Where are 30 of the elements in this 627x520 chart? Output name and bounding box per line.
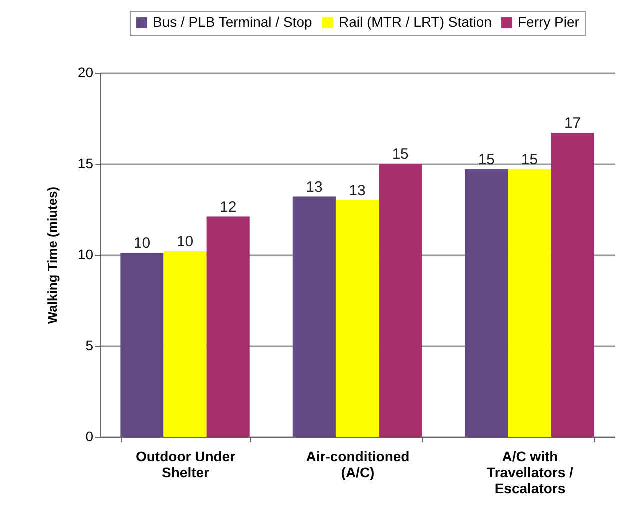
bar <box>120 253 164 437</box>
y-axis-title: Walking Time (miutes) <box>44 186 60 324</box>
bar <box>206 216 250 437</box>
data-label: 13 <box>349 182 366 200</box>
data-label: 17 <box>564 115 582 132</box>
x-tick-label: A/C with Travellators / Escalators <box>487 448 574 496</box>
bar <box>164 251 207 437</box>
bar <box>379 164 422 437</box>
data-label: 15 <box>392 146 409 163</box>
legend-label: Bus / PLB Terminal / Stop <box>153 14 312 30</box>
bar <box>465 169 508 437</box>
y-tick-label: 0 <box>86 428 94 444</box>
y-tick-label: 5 <box>86 338 94 354</box>
data-label: 13 <box>306 178 323 196</box>
data-label: 12 <box>220 198 237 216</box>
y-tick-label: 10 <box>78 246 94 262</box>
y-tick-label: 15 <box>78 156 94 172</box>
bar <box>336 200 380 437</box>
y-tick-label: 20 <box>78 64 94 80</box>
data-label: 15 <box>478 151 496 168</box>
bar <box>551 133 594 437</box>
legend-label: Ferry Pier <box>518 14 580 30</box>
bar <box>292 196 336 437</box>
x-tick-label: Air-conditioned (A/C) <box>306 448 410 480</box>
x-tick-label: Outdoor Under Shelter <box>136 448 236 480</box>
data-label: 10 <box>176 233 194 250</box>
data-label: 10 <box>134 235 151 252</box>
data-label: 15 <box>521 151 538 168</box>
bar <box>508 169 552 437</box>
legend-label: Rail (MTR / LRT) Station <box>339 14 492 30</box>
